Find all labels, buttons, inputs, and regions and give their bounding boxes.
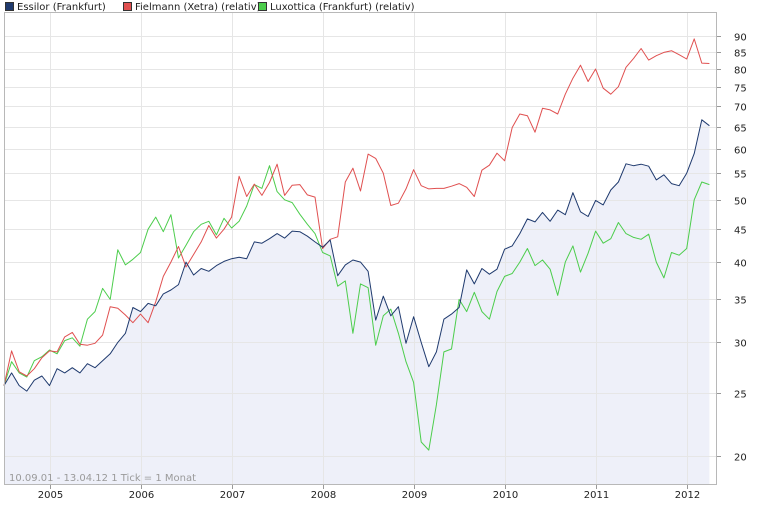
y-tick-label: 75 xyxy=(734,84,747,95)
x-tick-label: 2009 xyxy=(402,490,427,501)
y-tick-label: 65 xyxy=(734,124,747,135)
x-tick-label: 2011 xyxy=(584,490,609,501)
x-tick-label: 2010 xyxy=(493,490,518,501)
legend: Essilor (Frankfurt) Fielmann (Xetra) (rel… xyxy=(5,2,415,13)
x-tick-label: 2008 xyxy=(311,490,336,501)
x-axis: 2005 2006 2007 2008 2009 2010 2011 2012 xyxy=(38,485,700,501)
x-tick-label: 2006 xyxy=(129,490,154,501)
plot-border xyxy=(4,12,717,485)
series-line-layer xyxy=(3,38,710,451)
y-tick-label: 55 xyxy=(734,170,747,181)
y-tick-label: 45 xyxy=(734,226,747,237)
series-line-2 xyxy=(3,165,710,451)
date-range-footer: 10.09.01 - 13.04.12 1 Tick = 1 Monat xyxy=(9,473,196,484)
y-tick-label: 40 xyxy=(734,259,747,270)
series-line-1 xyxy=(3,38,710,386)
y-axis: 20 25 30 35 40 45 50 55 60 65 70 75 80 85 90 xyxy=(717,33,747,464)
x-tick-label: 2005 xyxy=(38,490,63,501)
legend-entry: Essilor (Frankfurt) xyxy=(5,2,106,13)
y-tick-label: 80 xyxy=(734,66,747,77)
legend-swatch xyxy=(258,2,267,11)
legend-label: Essilor (Frankfurt) xyxy=(17,2,106,13)
y-tick-label: 25 xyxy=(734,390,747,401)
legend-label: Fielmann (Xetra) (relativ) xyxy=(135,2,261,13)
y-tick-label: 85 xyxy=(734,49,747,60)
y-tick-label: 35 xyxy=(734,296,747,307)
legend-entry: Luxottica (Frankfurt) (relativ) xyxy=(258,2,415,13)
legend-label: Luxottica (Frankfurt) (relativ) xyxy=(270,2,415,13)
legend-swatch xyxy=(123,2,132,11)
y-tick-label: 90 xyxy=(734,33,747,44)
x-tick-label: 2012 xyxy=(675,490,700,501)
y-tick-label: 20 xyxy=(734,453,747,464)
y-tick-label: 50 xyxy=(734,197,747,208)
x-tick-label: 2007 xyxy=(220,490,245,501)
y-tick-label: 30 xyxy=(734,339,747,350)
y-tick-label: 60 xyxy=(734,146,747,157)
series-line-0 xyxy=(3,119,710,392)
y-tick-label: 70 xyxy=(734,103,747,114)
legend-entry: Fielmann (Xetra) (relativ) xyxy=(123,2,261,13)
legend-swatch xyxy=(5,2,14,11)
